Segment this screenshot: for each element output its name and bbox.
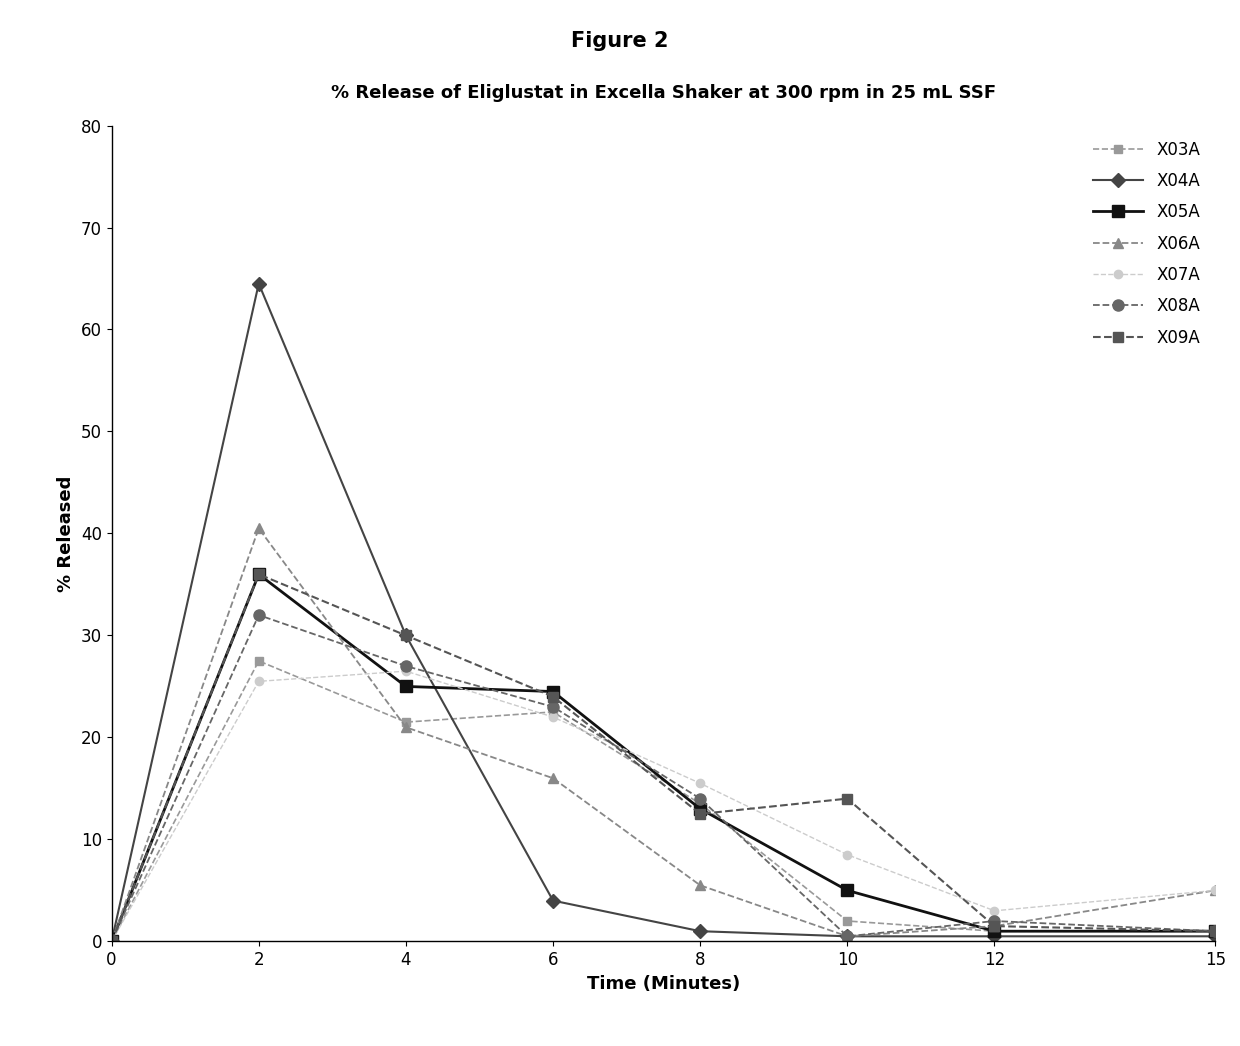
X04A: [546, 894, 560, 907]
X09A: [398, 629, 413, 641]
Line: X06A: X06A: [107, 523, 1220, 947]
X08A: [398, 660, 413, 673]
Legend: X03A, X04A, X05A, X06A, X07A, X08A, X09A: X03A, X04A, X05A, X06A, X07A, X08A, X09A: [1086, 134, 1207, 354]
X05A: [1208, 925, 1223, 937]
Line: X03A: X03A: [108, 657, 1219, 946]
X-axis label: Time (Minutes): Time (Minutes): [587, 975, 740, 993]
X07A: [987, 905, 1002, 917]
X08A: [252, 609, 267, 621]
X03A: [987, 925, 1002, 937]
X09A: [987, 919, 1002, 932]
X06A: [693, 879, 708, 891]
X08A: [693, 793, 708, 805]
X05A: [104, 935, 119, 948]
X03A: [693, 797, 708, 810]
X09A: [839, 793, 854, 805]
X08A: [104, 935, 119, 948]
X05A: [693, 802, 708, 815]
X04A: [987, 930, 1002, 942]
X04A: [104, 935, 119, 948]
X03A: [252, 655, 267, 667]
X08A: [1208, 925, 1223, 937]
X07A: [839, 848, 854, 861]
Line: X07A: X07A: [108, 667, 1219, 946]
Text: Figure 2: Figure 2: [572, 31, 668, 51]
X03A: [104, 935, 119, 948]
Line: X08A: X08A: [107, 610, 1220, 947]
X09A: [546, 690, 560, 703]
X05A: [252, 568, 267, 581]
X06A: [839, 930, 854, 942]
X06A: [104, 935, 119, 948]
X06A: [398, 721, 413, 733]
X04A: [1208, 930, 1223, 942]
X04A: [252, 277, 267, 290]
X07A: [693, 777, 708, 790]
X04A: [839, 930, 854, 942]
X05A: [987, 925, 1002, 937]
X04A: [398, 629, 413, 641]
X08A: [839, 930, 854, 942]
X07A: [252, 675, 267, 687]
X09A: [1208, 925, 1223, 937]
Title: % Release of Eliglustat in Excella Shaker at 300 rpm in 25 mL SSF: % Release of Eliglustat in Excella Shake…: [331, 84, 996, 101]
X07A: [398, 665, 413, 678]
X03A: [546, 706, 560, 719]
X09A: [252, 568, 267, 581]
X08A: [987, 914, 1002, 928]
X07A: [1208, 884, 1223, 896]
Line: X04A: X04A: [107, 278, 1220, 947]
X08A: [546, 701, 560, 713]
Line: X05A: X05A: [107, 569, 1220, 947]
X06A: [546, 772, 560, 784]
X09A: [104, 935, 119, 948]
X07A: [546, 711, 560, 724]
X09A: [693, 808, 708, 820]
X06A: [987, 919, 1002, 932]
X05A: [398, 680, 413, 692]
X06A: [1208, 884, 1223, 896]
X07A: [104, 935, 119, 948]
X05A: [546, 685, 560, 698]
X03A: [839, 914, 854, 928]
X03A: [398, 715, 413, 728]
Y-axis label: % Released: % Released: [57, 475, 76, 592]
X04A: [693, 925, 708, 937]
Line: X09A: X09A: [107, 569, 1220, 947]
X03A: [1208, 925, 1223, 937]
X06A: [252, 522, 267, 535]
X05A: [839, 884, 854, 896]
